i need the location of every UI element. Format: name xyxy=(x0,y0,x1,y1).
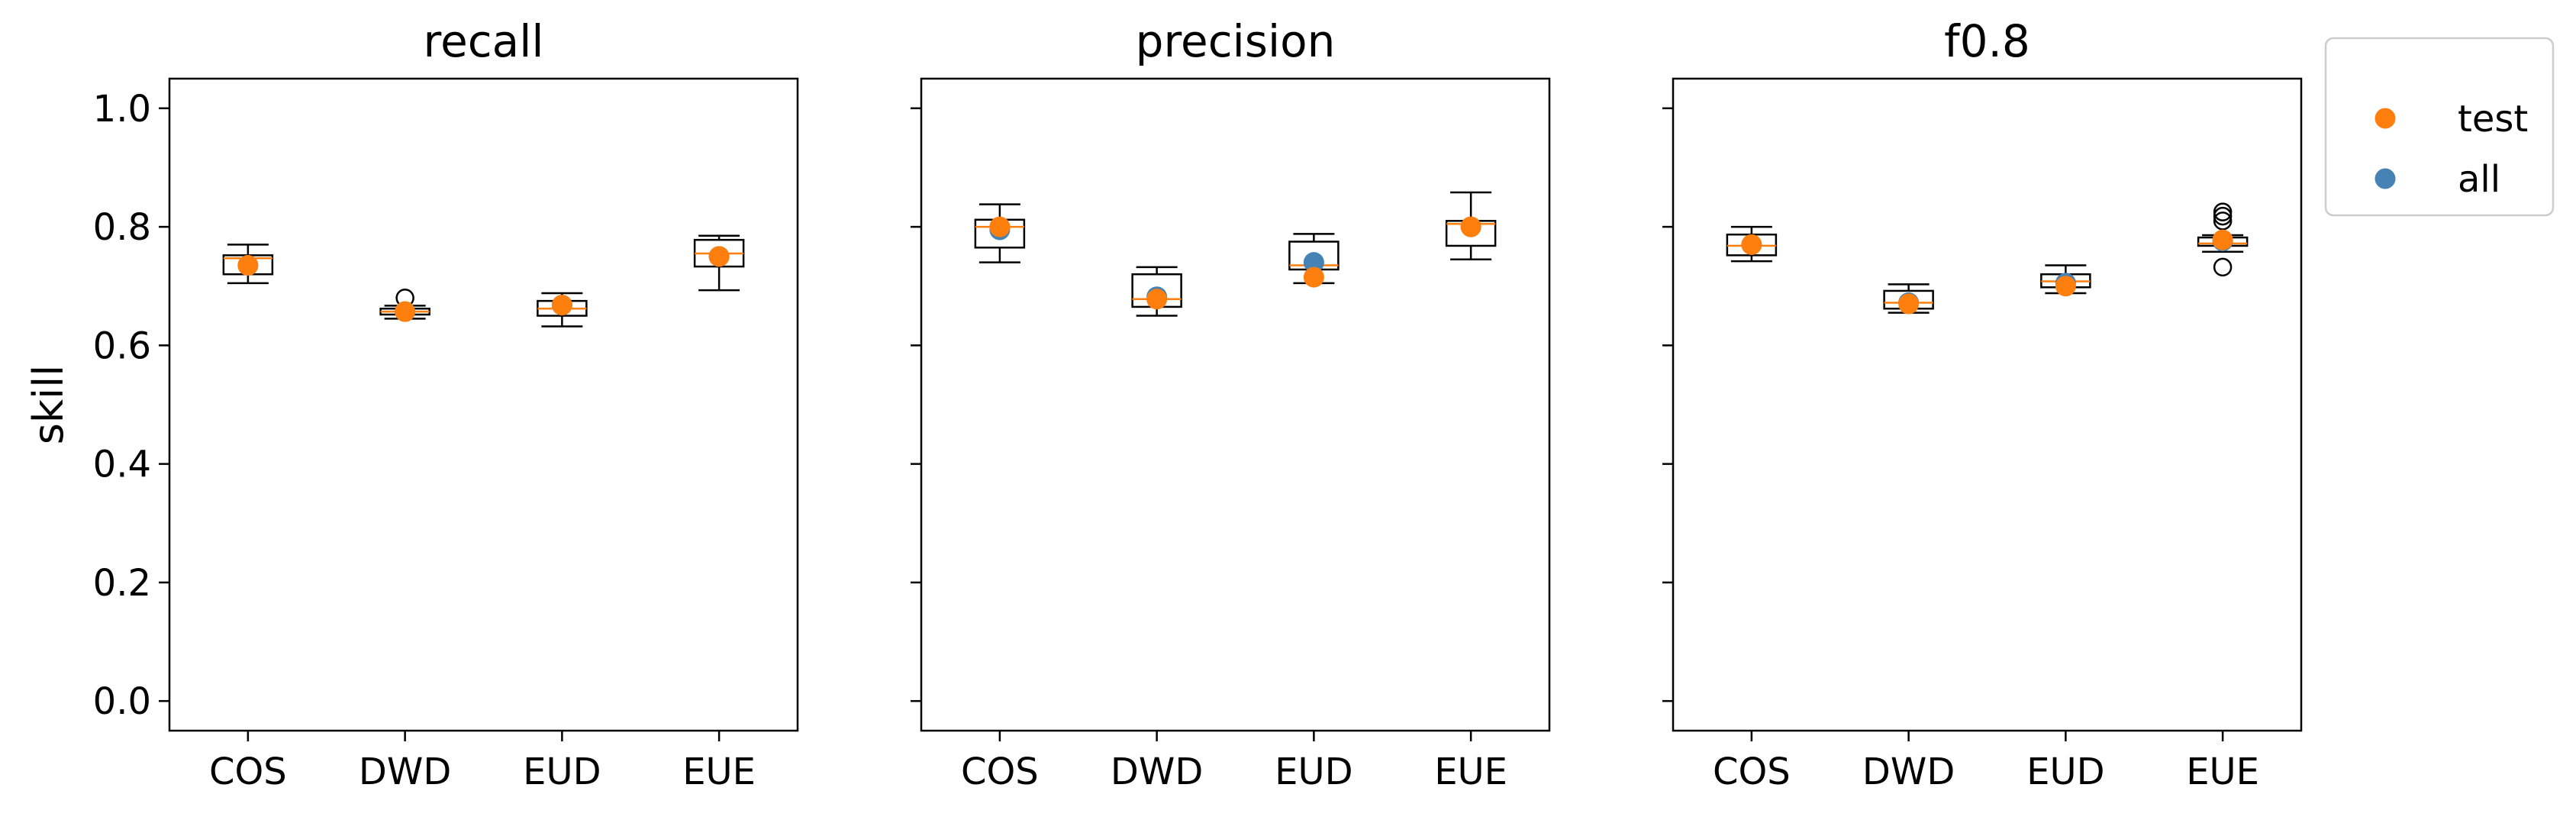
box-outlier xyxy=(2213,211,2233,231)
y-axis-label: skill xyxy=(24,365,73,444)
x-tick-label: EUD xyxy=(523,751,601,793)
x-tick-label: COS xyxy=(209,751,287,793)
y-tick-label: 0.0 xyxy=(93,680,151,723)
point-test-DWD xyxy=(1898,293,1920,315)
point-test-EUE xyxy=(708,246,730,267)
point-all-EUD xyxy=(1303,252,1324,273)
chart-title: f0.8 xyxy=(1944,15,2030,67)
chart-panel-1: recall 0.0 0.2 0.4 0.6 0.8 1.0 COS DWD EUD EUE skil… xyxy=(24,15,799,793)
x-tick-label: EUE xyxy=(2186,751,2259,793)
legend-marker-test xyxy=(2374,108,2396,129)
y-tick-label: 0.8 xyxy=(93,206,151,249)
point-test-EUD xyxy=(1303,266,1324,288)
axes-frame xyxy=(1672,77,2303,732)
point-test-EUE xyxy=(2212,229,2233,250)
legend: test all xyxy=(2324,37,2555,217)
point-test-COS xyxy=(989,216,1011,237)
legend-label-all: all xyxy=(2458,158,2500,201)
x-tick-label: EUE xyxy=(682,751,756,793)
point-test-EUD xyxy=(2055,276,2076,297)
point-test-DWD xyxy=(1146,289,1168,310)
box-outlier xyxy=(2213,202,2233,221)
point-test-EUE xyxy=(1460,216,1481,237)
x-tick-label: EUD xyxy=(1275,751,1352,793)
legend-marker-all xyxy=(2374,168,2396,189)
x-tick-label: COS xyxy=(961,751,1039,793)
chart-title: precision xyxy=(1136,15,1336,67)
y-tick-label: 0.6 xyxy=(93,324,151,367)
x-tick-label: EUE xyxy=(1434,751,1507,793)
point-test-COS xyxy=(1741,234,1762,255)
legend-label-test: test xyxy=(2458,98,2528,140)
x-tick-label: DWD xyxy=(1111,751,1203,793)
y-tick-label: 0.4 xyxy=(93,444,151,486)
box-outlier xyxy=(2213,257,2233,277)
chart-title: recall xyxy=(424,15,544,67)
y-tick-label: 1.0 xyxy=(93,88,151,131)
axes-frame xyxy=(920,77,1551,732)
box-outlier xyxy=(2213,206,2233,226)
axes-frame xyxy=(168,77,799,732)
point-test-COS xyxy=(237,255,259,276)
x-tick-label: COS xyxy=(1713,751,1791,793)
x-tick-label: DWD xyxy=(1862,751,1955,793)
point-test-DWD xyxy=(395,301,416,322)
x-tick-label: EUD xyxy=(2026,751,2104,793)
chart-panel-3: f0.8 COS DWD EUD EUE xyxy=(1662,15,2303,793)
point-test-EUD xyxy=(551,295,572,316)
x-tick-label: DWD xyxy=(359,751,451,793)
chart-panel-2: precision COS DWD EUD EUE xyxy=(911,15,1551,793)
y-tick-label: 0.2 xyxy=(93,562,151,605)
